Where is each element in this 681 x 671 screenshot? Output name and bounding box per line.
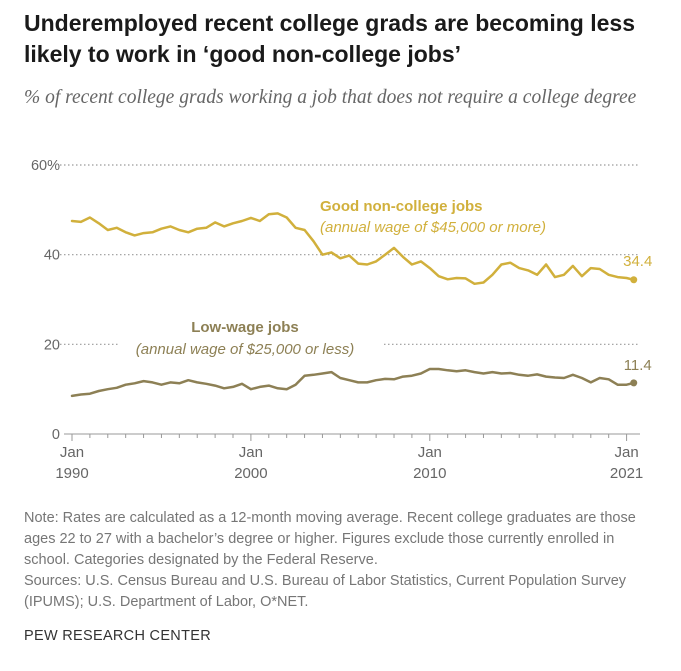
sources-text: Sources: U.S. Census Bureau and U.S. Bur…: [24, 573, 627, 610]
x-tick-label: Jan: [60, 444, 84, 461]
series-sublabel: (annual wage of $25,000 or less): [136, 341, 354, 358]
chart-notes: Note: Rates are calculated as a 12-month…: [24, 508, 664, 613]
series-end-marker: [630, 276, 638, 284]
x-tick-label: Jan: [239, 444, 263, 461]
series-end-label: 11.4: [624, 357, 652, 374]
x-tick-label: 1990: [55, 465, 88, 482]
x-tick-label: 2000: [234, 465, 267, 482]
series-end-label: 34.4: [623, 253, 652, 270]
y-tick-label: 40: [44, 248, 60, 264]
chart-subtitle: % of recent college grads working a job …: [24, 87, 637, 108]
y-tick-label: 0: [52, 427, 60, 443]
line-chart: 0 20 40 60% Jan 1990 Jan 2000 Jan 2010 Jan 2021 34.4…: [31, 158, 652, 482]
note-text: Note: Rates are calculated as a 12-month…: [24, 510, 636, 568]
x-tick-label: Jan: [418, 444, 442, 461]
chart-title: Underemployed recent college grads are b…: [24, 10, 635, 67]
y-tick-label: 20: [44, 337, 60, 353]
series-label: Good non-college jobs: [320, 198, 483, 215]
series-label: Low-wage jobs: [191, 319, 299, 336]
series-line-good-jobs: [70, 212, 635, 286]
series-end-marker: [630, 379, 638, 387]
y-tick-label: 60%: [31, 158, 60, 174]
x-tick-label: Jan: [614, 444, 638, 461]
series-line-low-wage-jobs: [70, 367, 635, 398]
x-tick-label: 2021: [610, 465, 643, 482]
label-background: [118, 335, 384, 354]
x-tick-label: 2010: [413, 465, 446, 482]
source-org: PEW RESEARCH CENTER: [24, 628, 211, 644]
series-sublabel: (annual wage of $45,000 or more): [320, 219, 546, 236]
